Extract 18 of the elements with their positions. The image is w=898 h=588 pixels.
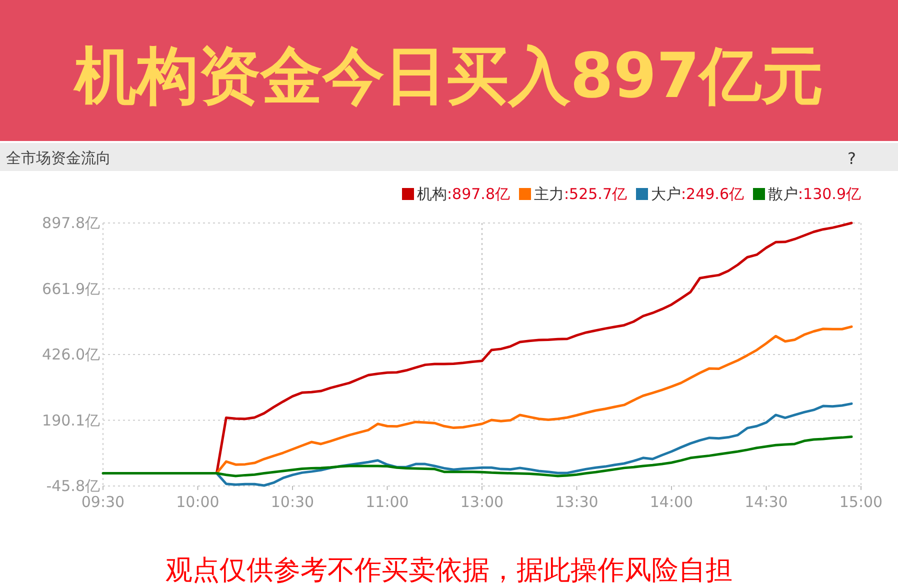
y-tick-label: 426.0亿 xyxy=(42,346,100,364)
x-tick-label: 09:30 xyxy=(81,493,125,511)
x-tick-label: 15:00 xyxy=(839,493,883,511)
note: 观点仅供参考不作买卖依据，据此操作风险自担 xyxy=(166,555,732,586)
x-tick-label: 13:00 xyxy=(460,493,504,511)
y-tick-label: 190.1亿 xyxy=(42,411,100,430)
x-tick-label: 10:00 xyxy=(176,493,220,511)
x-tick-label: 10:30 xyxy=(270,493,314,511)
subtitle: 全市场资金流向 xyxy=(6,149,111,167)
x-tick-label: 13:30 xyxy=(555,493,598,511)
x-tick-label: 11:00 xyxy=(366,493,409,511)
x-tick-label: 14:00 xyxy=(650,493,694,511)
x-tick-label: 14:30 xyxy=(744,493,788,511)
title: 机构资金今日买入897亿元 xyxy=(74,39,824,112)
y-tick-label: 661.9亿 xyxy=(42,280,100,298)
help: ? xyxy=(848,149,856,168)
y-tick-label: -45.8亿 xyxy=(46,477,100,495)
y-tick-label: 897.8亿 xyxy=(42,214,100,232)
